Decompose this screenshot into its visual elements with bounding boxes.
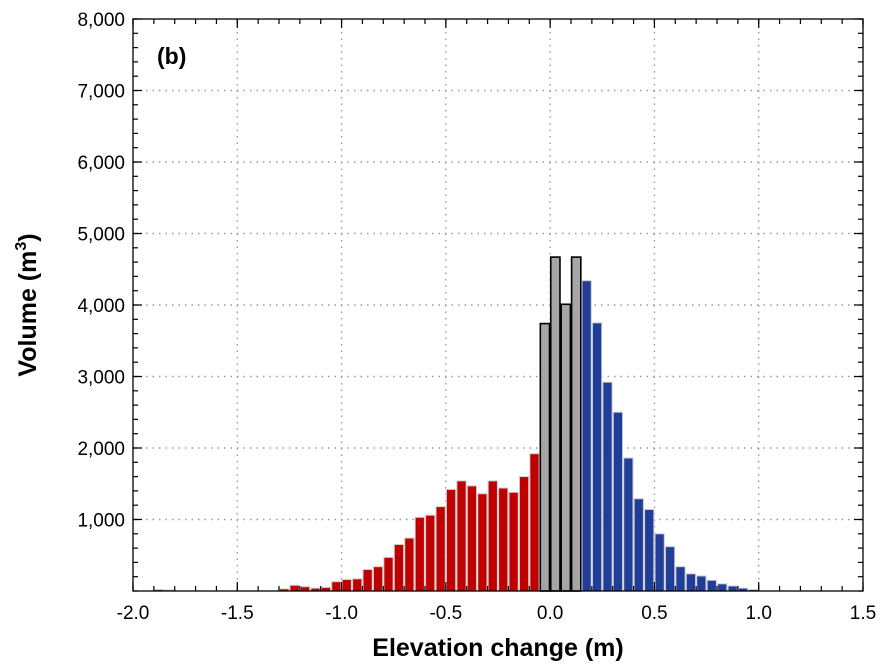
bar-14 (404, 537, 415, 592)
bar-11 (372, 566, 384, 592)
x-tick-label-5: 0.5 (641, 603, 667, 624)
bar-30 (570, 256, 582, 592)
bar-13 (393, 544, 405, 592)
x-axis-title: Elevation change (m) (372, 634, 623, 662)
bar-24 (508, 491, 519, 592)
x-tick-label-2: -1.0 (325, 603, 358, 624)
histogram-bars (153, 256, 759, 592)
bar-36 (633, 498, 644, 592)
y-tick-label-2: 3,000 (77, 368, 125, 389)
y-tick-labels: 1,000 2,000 3,000 4,000 5,000 6,000 7,000 8,000 (77, 10, 125, 532)
bar-9 (352, 578, 363, 592)
bar-20 (466, 485, 478, 592)
bar-26 (529, 453, 540, 592)
bar-15 (414, 516, 425, 592)
x-tick-label-3: -0.5 (429, 603, 462, 624)
bar-43 (706, 579, 717, 592)
y-axis-title: Volume (m3) (13, 233, 42, 376)
bar-23 (498, 487, 509, 592)
bar-8 (341, 579, 352, 592)
bar-27 (539, 322, 551, 592)
y-axis-title-superscript: 3 (13, 242, 30, 251)
bar-32 (591, 322, 603, 592)
y-tick-label-0: 1,000 (77, 511, 125, 532)
x-tick-label-6: 1.0 (746, 603, 772, 624)
y-axis-title-main: Volume (m (14, 251, 42, 377)
y-tick-label-3: 4,000 (77, 296, 125, 317)
bar-3 (289, 584, 300, 592)
y-tick-label-4: 5,000 (77, 225, 125, 246)
bar-31 (581, 280, 592, 592)
x-tick-label-4: 0.0 (537, 603, 563, 624)
y-tick-label-6: 7,000 (77, 82, 125, 103)
bar-41 (685, 573, 697, 592)
grid-lines (133, 19, 863, 591)
bar-29 (560, 303, 572, 592)
bar-37 (644, 508, 655, 592)
bar-7 (331, 581, 342, 592)
bar-44 (717, 583, 728, 592)
bar-39 (664, 546, 676, 592)
bar-16 (425, 514, 436, 592)
bar-33 (602, 381, 613, 592)
bar-17 (435, 506, 446, 592)
bar-38 (654, 533, 665, 592)
bar-45 (727, 585, 738, 592)
bar-18 (445, 488, 457, 592)
bar-10 (362, 569, 373, 592)
bar-12 (383, 556, 394, 592)
bar-35 (623, 457, 634, 592)
axis-ticks (132, 18, 864, 592)
x-tick-label-1: -1.5 (221, 603, 254, 624)
x-tick-label-0: -2.0 (117, 603, 150, 624)
y-tick-label-7: 8,000 (77, 10, 125, 31)
bar-19 (456, 480, 467, 592)
bar-34 (612, 411, 624, 592)
bar-25 (518, 476, 530, 592)
bar-40 (675, 566, 686, 592)
bar-22 (487, 480, 498, 592)
panel-label: (b) (157, 43, 186, 69)
x-tick-label-7: 1.5 (850, 603, 876, 624)
x-tick-labels: -2.0 -1.5 -1.0 -0.5 0.0 0.5 1.0 1.5 (117, 603, 877, 624)
y-tick-label-1: 2,000 (77, 439, 125, 460)
bar-21 (477, 493, 488, 592)
bar-42 (696, 575, 707, 592)
bar-28 (549, 256, 561, 592)
y-tick-label-5: 6,000 (77, 153, 125, 174)
y-axis-title-end: ) (14, 233, 42, 241)
